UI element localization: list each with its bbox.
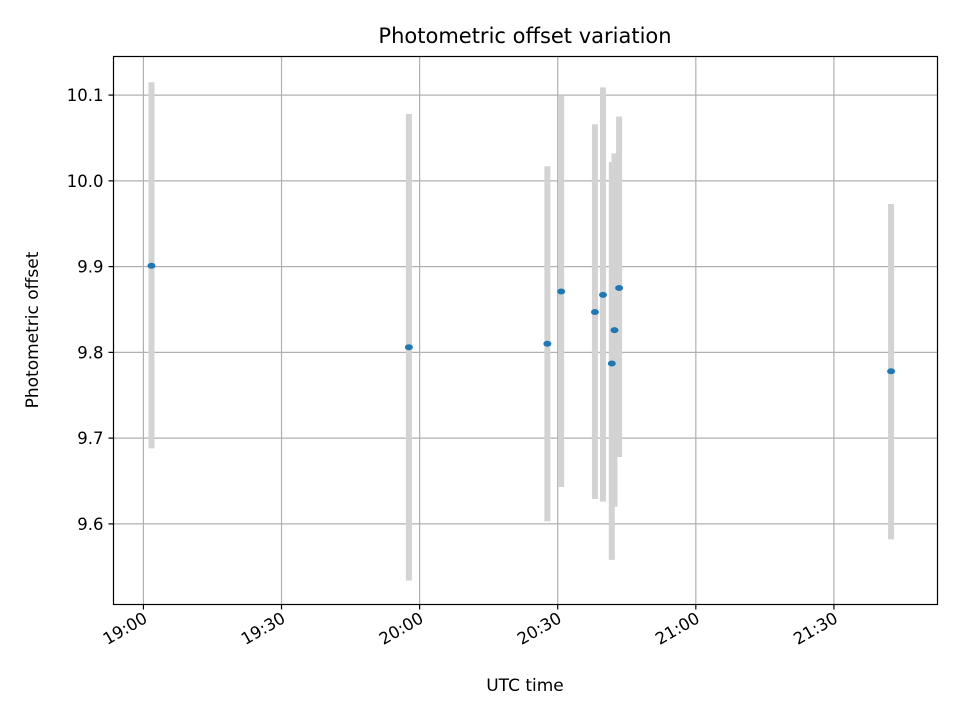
data-points: [147, 262, 896, 375]
data-point: [607, 360, 616, 367]
data-point: [543, 340, 552, 347]
data-point: [147, 262, 156, 269]
chart-title: Photometric offset variation: [378, 24, 671, 48]
data-point: [598, 291, 607, 298]
y-tick-label: 9.8: [77, 343, 103, 362]
data-point: [615, 285, 624, 292]
y-axis-ticks: 9.6 9.7 9.8 9.9 10.0 10.1: [67, 86, 114, 534]
plot-frame: [112, 55, 939, 606]
data-point: [557, 288, 566, 295]
data-point: [887, 368, 896, 375]
grid: [113, 56, 938, 605]
y-tick-label: 9.6: [77, 515, 103, 534]
data-point: [404, 344, 413, 351]
x-axis-label: UTC time: [486, 676, 564, 696]
y-tick-label: 9.7: [77, 429, 103, 448]
y-tick-label: 10.0: [67, 172, 104, 191]
y-tick-label: 9.9: [77, 258, 103, 277]
data-point: [590, 309, 599, 316]
y-tick-label: 10.1: [67, 86, 104, 105]
y-axis-label: Photometric offset: [23, 251, 43, 408]
data-point: [610, 327, 619, 334]
